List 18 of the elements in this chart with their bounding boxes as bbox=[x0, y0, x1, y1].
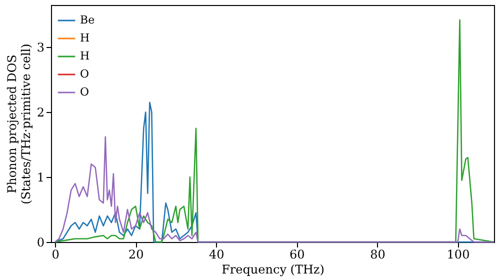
legend-label: H bbox=[80, 50, 90, 62]
x-tick-label: 100 bbox=[446, 248, 470, 262]
legend-label: H bbox=[80, 32, 90, 44]
legend-label: O bbox=[80, 86, 90, 98]
x-tick-label: 20 bbox=[128, 248, 144, 262]
x-tick-label: 40 bbox=[208, 248, 224, 262]
y-axis-title: Phonon projected DOS (States/THz·primitive cell) bbox=[4, 44, 33, 204]
y-tick-label: 1 bbox=[36, 170, 44, 185]
line-series bbox=[54, 136, 495, 243]
legend-label: O bbox=[80, 68, 90, 80]
y-tick-label: 2 bbox=[36, 106, 44, 120]
y-tick-label: 0 bbox=[36, 236, 44, 250]
legend-label: Be bbox=[80, 14, 95, 26]
x-tick-label: 60 bbox=[290, 248, 305, 262]
x-tick-label: 0 bbox=[52, 248, 60, 262]
x-axis-title: Frequency (THz) bbox=[222, 262, 324, 276]
x-tick-label: 80 bbox=[370, 248, 386, 262]
y-tick-label: 3 bbox=[36, 40, 44, 55]
